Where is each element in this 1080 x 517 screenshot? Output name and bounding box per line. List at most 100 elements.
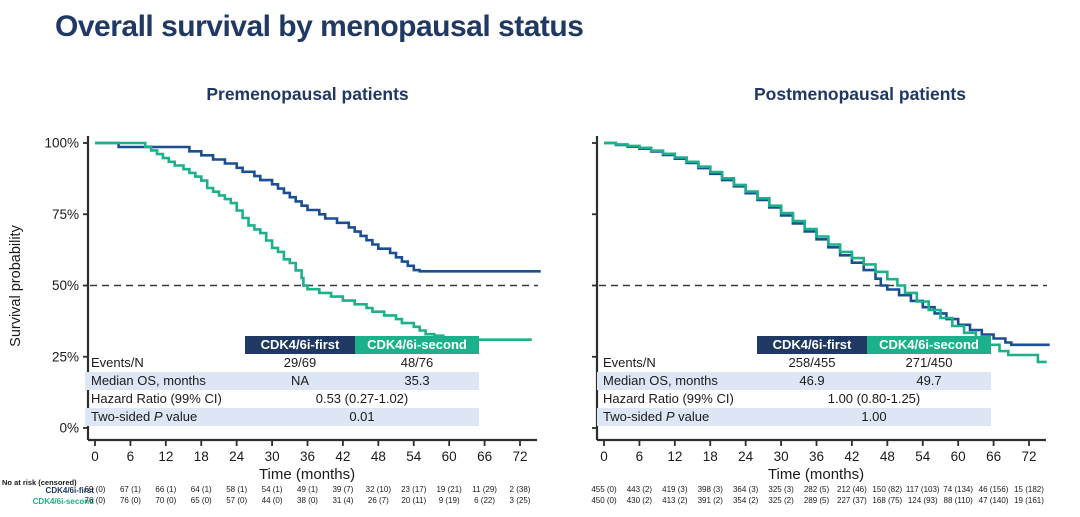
at-risk-value: 66 (1) xyxy=(155,485,177,494)
at-risk-value: 39 (7) xyxy=(332,485,354,494)
at-risk-value: 391 (2) xyxy=(697,496,723,505)
stats-value: 258/455 xyxy=(788,355,836,370)
x-tick-label: 6 xyxy=(636,449,644,464)
y-tick-label: 25% xyxy=(52,349,79,364)
at-risk-value: 430 (2) xyxy=(626,496,653,505)
stats-value: NA xyxy=(245,372,355,390)
at-risk-value: 20 (11) xyxy=(401,496,427,505)
x-tick-label: 54 xyxy=(915,449,931,464)
at-risk-value: 32 (10) xyxy=(365,485,391,494)
km-curve-first xyxy=(604,141,1050,347)
x-tick-label: 18 xyxy=(703,449,718,464)
y-tick-label: 0% xyxy=(59,421,79,436)
at-risk-value: 19 (21) xyxy=(436,485,462,494)
km-plot-postmenopausal: 0 6 12 18 24 30 36 42 48 54 60 66 72 Time (months) xyxy=(592,136,1050,483)
x-tick-label: 6 xyxy=(127,449,135,464)
at-risk-value: 31 (4) xyxy=(332,496,354,505)
stats-row-hazard-ratio: Hazard Ratio (99% CI) 0.53 (0.27-1.02) xyxy=(85,390,479,408)
stats-header-second: CDK4/6i-second xyxy=(867,336,991,354)
at-risk-value: 38 (0) xyxy=(297,496,318,505)
slide-title: Overall survival by menopausal status xyxy=(55,10,584,43)
km-curve-second xyxy=(95,141,532,341)
y-tick-label: 100% xyxy=(44,136,79,151)
stats-header-row: CDK4/6i-first CDK4/6i-second xyxy=(85,336,479,354)
at-risk-value: 46 (156) xyxy=(978,485,1009,494)
at-risk-value: 57 (0) xyxy=(226,496,248,505)
x-axis-label: Time (months) xyxy=(259,466,355,483)
x-tick-label: 0 xyxy=(91,449,99,464)
stats-header-first: CDK4/6i-first xyxy=(245,336,355,354)
km-plot-premenopausal: 0% 25% 50% 75% 100% 0 6 12 18 24 30 36 42 48 54 60 66 72 T… xyxy=(44,136,541,483)
x-tick-label: 66 xyxy=(986,449,1001,464)
y-tick-label: 50% xyxy=(52,278,79,293)
stats-row-p-value: Two-sided P value 1.00 xyxy=(597,408,991,426)
at-risk-value: 289 (5) xyxy=(803,496,830,505)
panel-title-premenopausal: Premenopausal patients xyxy=(206,84,409,104)
stats-header-first: CDK4/6i-first xyxy=(757,336,867,354)
stats-header-row: CDK4/6i-first CDK4/6i-second xyxy=(597,336,991,354)
stats-value: 0.53 (0.27-1.02) xyxy=(315,391,409,406)
at-risk-value: 11 (29) xyxy=(472,485,497,494)
at-risk-value: 419 (3) xyxy=(662,485,688,494)
x-tick-label: 30 xyxy=(774,449,789,464)
at-risk-value: 227 (37) xyxy=(837,496,867,505)
at-risk-row-label-first: CDK4/6i-first xyxy=(45,486,94,495)
x-tick-label: 54 xyxy=(406,449,422,464)
at-risk-value: 23 (17) xyxy=(401,485,427,494)
at-risk-value: 44 (0) xyxy=(261,496,283,505)
stats-row-hazard-ratio: Hazard Ratio (99% CI) 1.00 (0.80-1.25) xyxy=(597,390,991,408)
at-risk-value: 19 (161) xyxy=(1014,496,1044,505)
stats-value: 35.3 xyxy=(355,372,479,390)
stats-label: Median OS, months xyxy=(597,372,757,390)
stats-value: 1.00 xyxy=(757,408,991,426)
at-risk-value: 6 (22) xyxy=(474,496,496,505)
at-risk-value: 2 (38) xyxy=(509,485,531,494)
stats-row-p-value: Two-sided P value 0.01 xyxy=(85,408,479,426)
stats-table-premenopausal: CDK4/6i-first CDK4/6i-second Events/N 29… xyxy=(85,336,479,426)
at-risk-value: 76 (0) xyxy=(119,496,141,505)
at-risk-value: 26 (7) xyxy=(367,496,389,505)
stats-value: 1.00 (0.80-1.25) xyxy=(827,391,921,406)
at-risk-value: 49 (1) xyxy=(297,485,318,494)
stats-empty-cell xyxy=(597,336,757,354)
stats-label: Events/N xyxy=(91,355,144,370)
y-tick-label: 75% xyxy=(52,207,79,222)
at-risk-value: 443 (2) xyxy=(626,485,653,494)
at-risk-value: 117 (103) xyxy=(905,485,940,494)
at-risk-value: 364 (3) xyxy=(732,485,759,494)
x-tick-label: 66 xyxy=(477,449,492,464)
at-risk-value: 64 (1) xyxy=(190,485,212,494)
at-risk-value: 354 (2) xyxy=(732,496,759,505)
x-tick-label: 42 xyxy=(335,449,350,464)
stats-label: Hazard Ratio (99% CI) xyxy=(91,391,222,406)
at-risk-value: 450 (0) xyxy=(591,496,617,505)
stats-value: 29/69 xyxy=(283,355,317,370)
x-tick-label: 60 xyxy=(951,449,966,464)
at-risk-value: 76 (0) xyxy=(84,496,106,505)
x-tick-label: 36 xyxy=(300,449,315,464)
at-risk-value: 74 (134) xyxy=(943,485,974,494)
stats-label: Two-sided P value xyxy=(85,408,245,426)
stats-label: Median OS, months xyxy=(85,372,245,390)
km-curve-first xyxy=(95,141,541,273)
stats-empty-cell xyxy=(85,336,245,354)
at-risk-value: 69 (0) xyxy=(84,485,106,494)
at-risk-value: 3 (25) xyxy=(509,496,531,505)
stats-value: 48/76 xyxy=(400,355,434,370)
at-risk-value: 282 (5) xyxy=(803,485,830,494)
at-risk-value: 325 (3) xyxy=(768,485,794,494)
x-tick-label: 18 xyxy=(194,449,209,464)
stats-label: Events/N xyxy=(603,355,656,370)
stats-row-events: Events/N 29/69 48/76 xyxy=(85,354,479,372)
x-tick-label: 12 xyxy=(158,449,173,464)
at-risk-value: 58 (1) xyxy=(226,485,248,494)
panel-title-postmenopausal: Postmenopausal patients xyxy=(754,84,966,104)
stats-row-events: Events/N 258/455 271/450 xyxy=(597,354,991,372)
at-risk-header: No at risk (censored) xyxy=(2,478,77,487)
x-tick-label: 24 xyxy=(229,449,245,464)
x-tick-label: 12 xyxy=(667,449,682,464)
at-risk-value: 398 (3) xyxy=(697,485,723,494)
stats-row-median-os: Median OS, months NA 35.3 xyxy=(85,372,479,390)
at-risk-value: 455 (0) xyxy=(591,485,617,494)
stats-table-postmenopausal: CDK4/6i-first CDK4/6i-second Events/N 25… xyxy=(597,336,991,426)
